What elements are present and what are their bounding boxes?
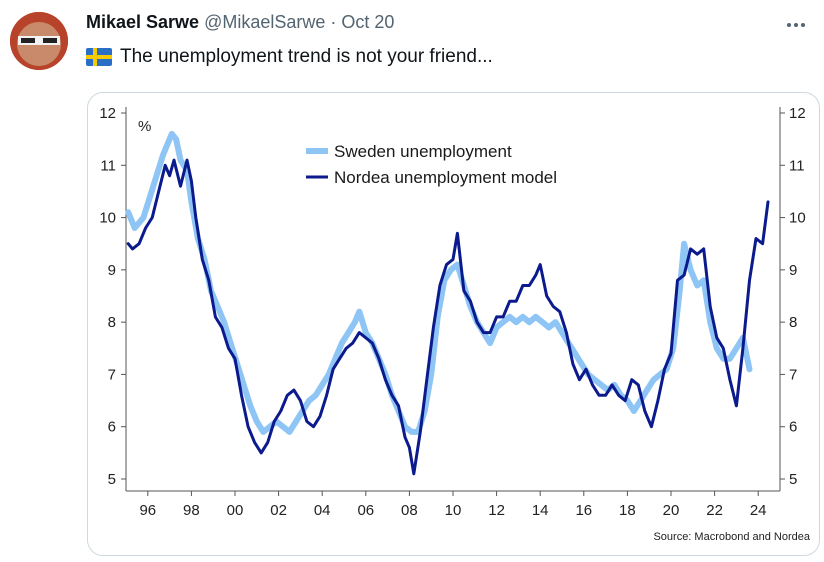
y-ticks-right: 5 6 7 8 9 10 11 12 (780, 105, 806, 488)
y-tick-label-right: 12 (789, 105, 806, 122)
avatar[interactable] (10, 12, 68, 70)
series-layer (125, 130, 770, 476)
y-tick-label-right: 9 (789, 262, 797, 279)
legend-label-nordea: Nordea unemployment model (334, 168, 557, 187)
sweden-flag-icon (86, 48, 112, 66)
separator-dot: · (330, 12, 337, 32)
x-tick-label: 18 (619, 502, 636, 519)
y-tick-label-left: 12 (99, 105, 116, 122)
y-ticks-left: 5 6 7 8 9 10 11 12 (99, 105, 126, 488)
unit-label: % (138, 118, 151, 135)
x-tick-label: 24 (750, 502, 767, 519)
y-tick-label-left: 6 (108, 419, 116, 436)
x-tick-label: 98 (183, 502, 200, 519)
series-line-sweden-unemployment (125, 130, 753, 435)
x-tick-label: 02 (270, 502, 287, 519)
x-tick-label: 14 (532, 502, 549, 519)
y-tick-label-right: 5 (789, 471, 797, 488)
y-tick-label-left: 11 (100, 157, 116, 174)
x-tick-label: 22 (706, 502, 723, 519)
x-tick-label: 20 (663, 502, 680, 519)
tweet-text: The unemployment trend is not your frien… (86, 46, 493, 68)
y-tick-label-left: 9 (108, 262, 116, 279)
author-handle[interactable]: @MikaelSarwe (204, 12, 326, 32)
y-tick-label-right: 7 (789, 366, 797, 383)
x-tick-label: 10 (445, 502, 462, 519)
x-tick-label: 12 (488, 502, 505, 519)
tweet-header: Mikael Sarwe @MikaelSarwe · Oct 20 (86, 12, 394, 33)
avatar-image (10, 12, 68, 70)
y-tick-label-left: 7 (108, 366, 116, 383)
x-tick-label: 00 (227, 502, 244, 519)
legend-label-sweden: Sweden unemployment (334, 142, 512, 161)
x-tick-label: 16 (575, 502, 592, 519)
legend: Sweden unemployment Nordea unemployment … (306, 142, 557, 187)
source-note: Source: Macrobond and Nordea (653, 531, 810, 543)
series-line-nordea-model (126, 158, 770, 476)
tweet-date[interactable]: Oct 20 (341, 12, 395, 32)
x-tick-label: 06 (357, 502, 374, 519)
y-tick-label-right: 10 (789, 210, 806, 227)
author-name[interactable]: Mikael Sarwe (86, 12, 200, 32)
y-tick-label-left: 5 (108, 471, 116, 488)
y-tick-label-left: 10 (99, 210, 116, 227)
chart-image-card[interactable]: 5 6 7 8 9 10 11 12 5 6 7 8 9 10 11 12 96 98 00 02 04 06 08 10… (87, 92, 820, 556)
y-tick-label-right: 6 (789, 419, 797, 436)
x-ticks: 96 98 00 02 04 06 08 10 12 14 16 18 20 22 24 (139, 491, 767, 519)
more-options-button[interactable] (782, 14, 810, 36)
unemployment-chart: 5 6 7 8 9 10 11 12 5 6 7 8 9 10 11 12 96 98 00 02 04 06 08 10… (99, 105, 811, 543)
tweet-body: The unemployment trend is not your frien… (120, 46, 493, 67)
y-tick-label-right: 8 (789, 314, 797, 331)
more-options-icon (787, 23, 805, 27)
x-tick-label: 04 (314, 502, 331, 519)
y-tick-label-left: 8 (108, 314, 116, 331)
x-tick-label: 96 (139, 502, 156, 519)
x-tick-label: 08 (401, 502, 418, 519)
y-tick-label-right: 11 (789, 157, 805, 174)
